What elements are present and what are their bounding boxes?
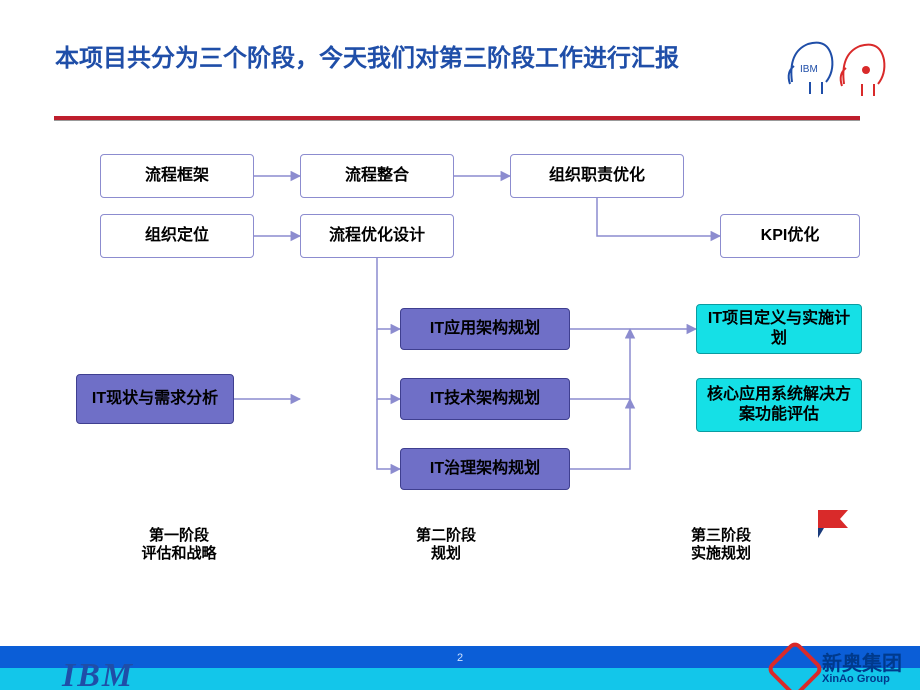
phase-chevron-c3: 第三阶段实施规划 [608,522,834,568]
flag-icon [818,510,858,545]
box-b6: KPI优化 [720,214,860,258]
box-b9: IT技术架构规划 [400,378,570,420]
page-title: 本项目共分为三个阶段，今天我们对第三阶段工作进行汇报 [55,38,679,73]
box-b10: IT治理架构规划 [400,448,570,490]
xinao-logo: 新奥集团 XinAo Group [774,648,902,690]
box-b5: 组织职责优化 [510,154,684,198]
xinao-cn: 新奥集团 [822,654,902,674]
box-b1: 流程框架 [100,154,254,198]
svg-text:IBM: IBM [800,64,818,75]
box-b11: IT项目定义与实施计划 [696,304,862,354]
box-b2: 组织定位 [100,214,254,258]
accent-line-shadow [54,120,860,121]
box-b7: IT现状与需求分析 [76,374,234,424]
elephant-logos: IBM [780,22,890,102]
ibm-logo: IBM [62,657,134,690]
phase-chevron-c1: 第一阶段评估和战略 [74,522,284,568]
xinao-en: XinAo Group [822,674,902,685]
box-b4: 流程优化设计 [300,214,454,258]
phase-chevron-c2: 第二阶段规划 [268,522,624,568]
box-b3: 流程整合 [300,154,454,198]
box-b8: IT应用架构规划 [400,308,570,350]
box-b12: 核心应用系统解决方案功能评估 [696,378,862,432]
